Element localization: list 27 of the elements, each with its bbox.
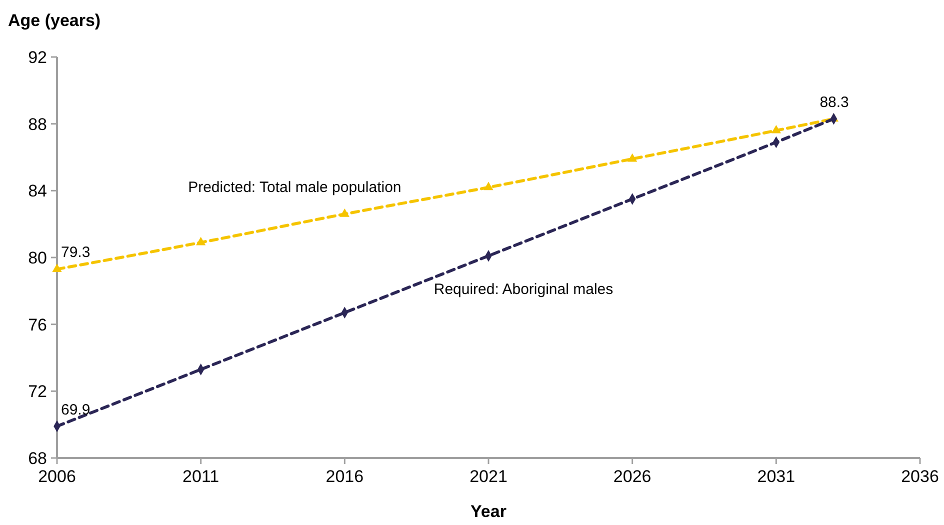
- y-tick-label: 84: [28, 182, 47, 201]
- series-label: Required: Aboriginal males: [434, 280, 614, 298]
- point: [484, 182, 494, 190]
- x-tick-label: 2031: [757, 467, 796, 486]
- y-tick-label: 80: [28, 248, 47, 268]
- series-label: Predicted: Total male population: [188, 179, 402, 196]
- y-tick-label: 88: [28, 114, 47, 134]
- x-tick-label: 2011: [182, 467, 220, 486]
- data-label: 79.3: [61, 244, 90, 262]
- x-tick-label: 2016: [326, 467, 364, 486]
- y-tick-label: 92: [28, 48, 47, 67]
- point: [52, 264, 62, 272]
- y-tick-label: 72: [28, 382, 47, 402]
- data-label: 88.3: [820, 94, 849, 111]
- x-tick-label: 2026: [613, 467, 652, 486]
- x-axis-title: Year: [470, 502, 507, 521]
- point: [340, 208, 350, 217]
- point: [196, 236, 206, 246]
- point: [628, 153, 638, 162]
- y-tick-label: 68: [28, 448, 47, 468]
- x-tick-label: 2036: [901, 467, 939, 486]
- data-label: 69.9: [61, 401, 90, 418]
- x-tick-label: 2006: [38, 467, 76, 486]
- y-axis-title: Age (years): [8, 11, 101, 30]
- x-tick-label: 2021: [470, 467, 508, 486]
- y-tick-label: 76: [28, 315, 47, 334]
- point: [771, 124, 781, 134]
